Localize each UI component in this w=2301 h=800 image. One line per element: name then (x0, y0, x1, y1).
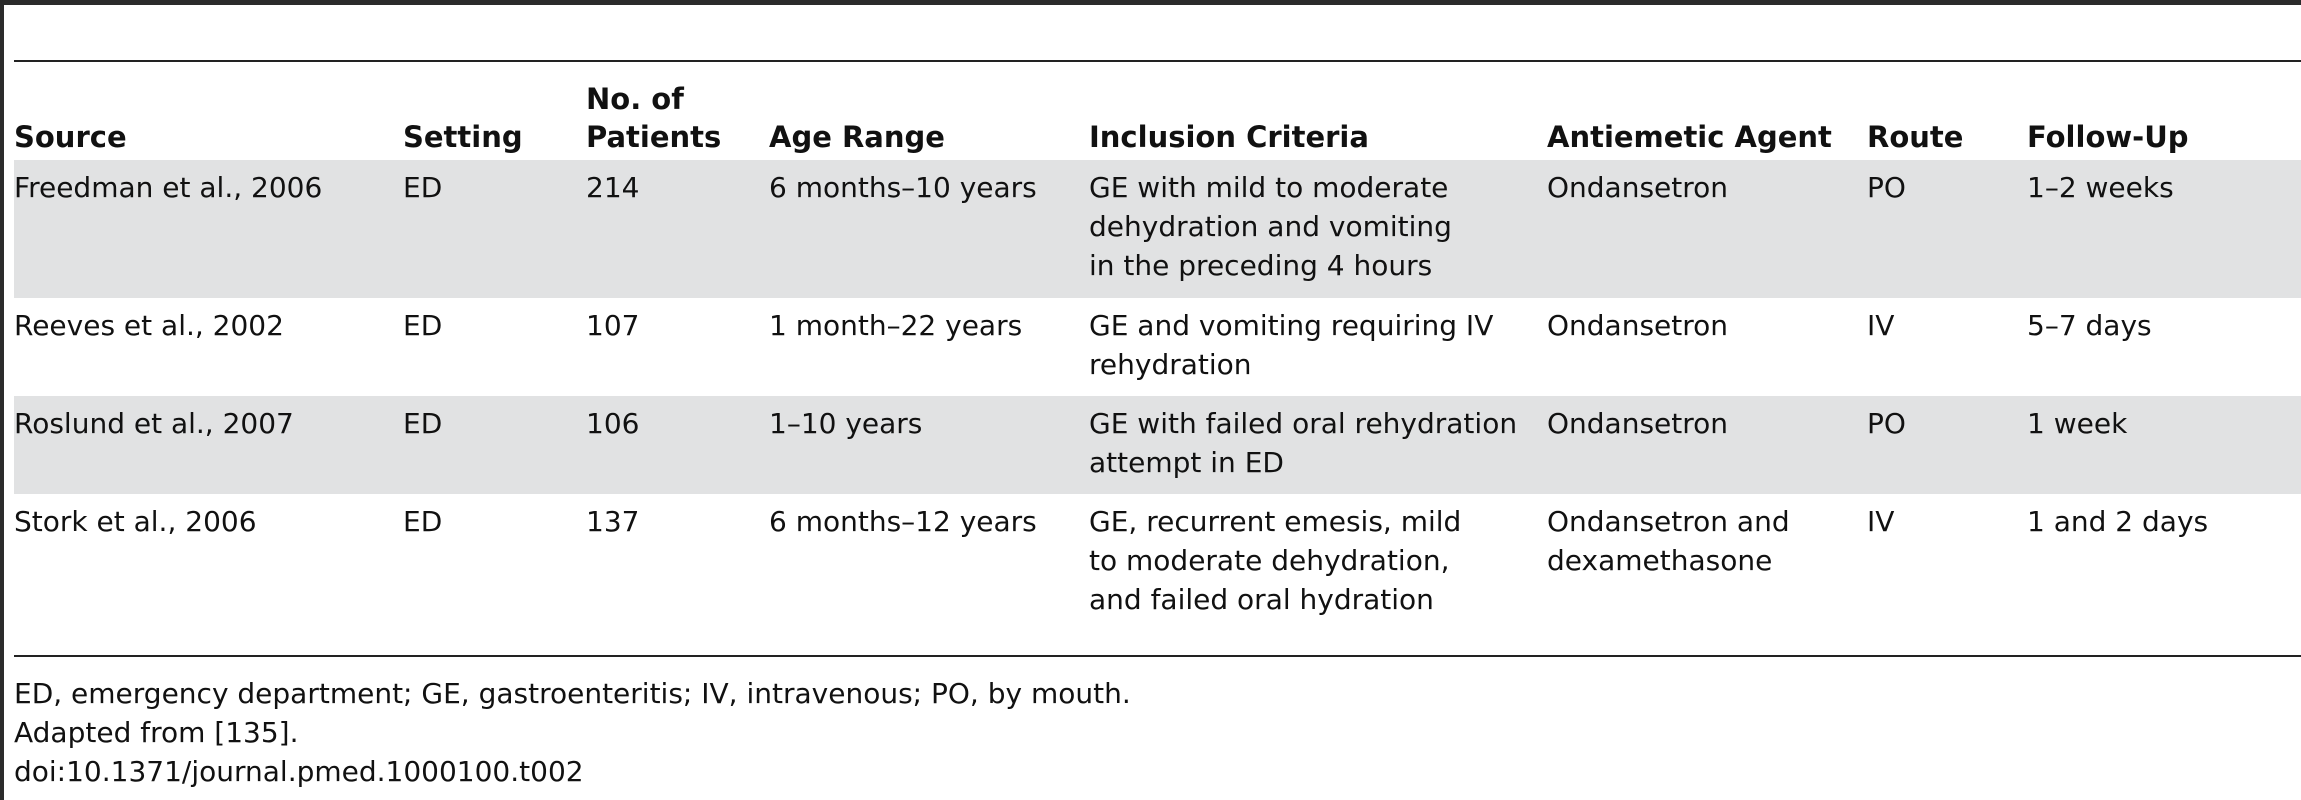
cell-setting: ED (403, 505, 443, 538)
cell-inclusion-criteria: GE and vomiting requiring IV rehydration (1089, 309, 1494, 381)
cell-setting: ED (403, 309, 443, 342)
header-row: Source Setting No. of Patients Age Range… (14, 62, 2301, 160)
cell-inclusion-criteria: GE with failed oral rehydration attempt … (1089, 396, 1547, 494)
table-row: Freedman et al., 2006 ED 214 6 months–10… (14, 160, 2301, 298)
cell-route: PO (1867, 396, 2027, 494)
adapted-from-note: Adapted from [135]. (14, 716, 299, 749)
cell-inclusion-criteria: GE with mild to moderate dehydration and… (1089, 160, 1547, 298)
header-setting: Setting (403, 120, 523, 154)
cell-inclusion-criteria: GE, recurrent emesis, mild to moderate d… (1089, 505, 1462, 616)
cell-antiemetic-agent: Ondansetron and dexamethasone (1547, 505, 1790, 577)
table-footnotes: ED, emergency department; GE, gastroente… (14, 674, 1131, 791)
cell-source: Freedman et al., 2006 (14, 160, 403, 298)
cell-setting: ED (403, 160, 586, 298)
cell-patients: 107 (586, 309, 640, 342)
header-antiemetic-agent: Antiemetic Agent (1547, 120, 1832, 154)
cell-route: IV (1867, 309, 1895, 342)
cell-age-range: 1 month–22 years (769, 309, 1023, 342)
cell-age-range: 1–10 years (769, 396, 1089, 494)
header-inclusion-criteria: Inclusion Criteria (1089, 120, 1369, 154)
cell-follow-up: 5–7 days (2027, 309, 2152, 342)
abbreviations-note: ED, emergency department; GE, gastroente… (14, 677, 1131, 710)
cell-route: PO (1867, 160, 2027, 298)
cell-antiemetic-agent: Ondansetron (1547, 160, 1867, 298)
cell-follow-up: 1 and 2 days (2027, 505, 2209, 538)
table-row: Stork et al., 2006 ED 137 6 months–12 ye… (14, 494, 2301, 632)
table-bottom-rule (14, 655, 2301, 657)
table-top-rule (14, 60, 2301, 62)
cell-age-range: 6 months–12 years (769, 505, 1037, 538)
cell-patients: 137 (586, 505, 640, 538)
cell-patients: 214 (586, 160, 769, 298)
header-follow-up: Follow-Up (2027, 120, 2189, 154)
data-table: Source Setting No. of Patients Age Range… (14, 62, 2301, 632)
header-source: Source (14, 120, 127, 154)
cell-antiemetic-agent: Ondansetron (1547, 396, 1867, 494)
top-border-rule (0, 0, 2301, 5)
table-row: Reeves et al., 2002 ED 107 1 month–22 ye… (14, 298, 2301, 396)
cell-follow-up: 1 week (2027, 396, 2301, 494)
cell-follow-up: 1–2 weeks (2027, 160, 2301, 298)
cell-source: Stork et al., 2006 (14, 505, 257, 538)
cell-patients: 106 (586, 396, 769, 494)
cell-source: Reeves et al., 2002 (14, 309, 284, 342)
doi-note: doi:10.1371/journal.pmed.1000100.t002 (14, 755, 584, 788)
cell-setting: ED (403, 396, 586, 494)
header-route: Route (1867, 120, 1964, 154)
table-row: Roslund et al., 2007 ED 106 1–10 years G… (14, 396, 2301, 494)
header-patients: No. of Patients (586, 82, 722, 154)
header-age-range: Age Range (769, 120, 945, 154)
cell-source: Roslund et al., 2007 (14, 396, 403, 494)
left-edge-border (0, 0, 4, 800)
cell-age-range: 6 months–10 years (769, 160, 1089, 298)
cell-route: IV (1867, 505, 1895, 538)
cell-antiemetic-agent: Ondansetron (1547, 309, 1729, 342)
